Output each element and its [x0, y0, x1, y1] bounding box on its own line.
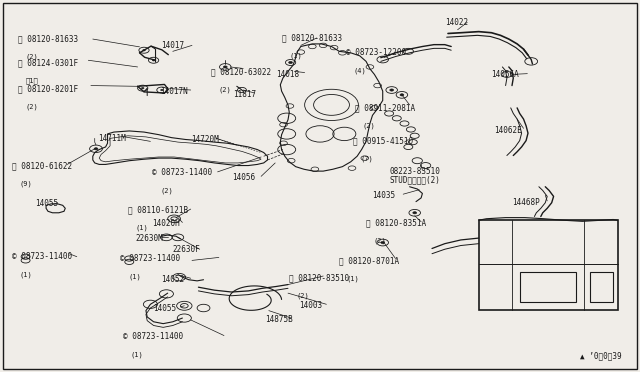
Text: (2): (2)	[374, 238, 387, 244]
Text: 14052: 14052	[161, 275, 184, 284]
Text: © 08723-12200: © 08723-12200	[346, 48, 406, 57]
Text: ▲ ’0：0：39: ▲ ’0：0：39	[580, 352, 622, 361]
Text: (9): (9)	[19, 180, 32, 187]
Circle shape	[413, 212, 417, 214]
Circle shape	[381, 241, 385, 244]
Text: 11817: 11817	[234, 90, 257, 99]
Text: 14720M: 14720M	[191, 135, 218, 144]
Text: (7): (7)	[361, 155, 374, 162]
Text: (4): (4)	[353, 67, 366, 74]
Text: Ⓝ 00915-41510: Ⓝ 00915-41510	[353, 136, 413, 145]
Text: 14017N: 14017N	[160, 87, 188, 96]
Text: Ⓑ 08120-8701A: Ⓑ 08120-8701A	[339, 256, 399, 265]
Text: 14018: 14018	[276, 70, 300, 79]
Text: 14468P: 14468P	[512, 198, 540, 207]
Text: 22630M: 22630M	[136, 234, 163, 243]
Circle shape	[161, 89, 163, 91]
Circle shape	[143, 49, 145, 51]
Circle shape	[289, 61, 292, 64]
Text: 14056: 14056	[232, 173, 255, 182]
Text: 14062E: 14062E	[494, 126, 522, 135]
Text: Ⓝ 08911-2081A: Ⓝ 08911-2081A	[355, 103, 415, 112]
Circle shape	[390, 89, 394, 91]
Text: 22630F: 22630F	[173, 246, 200, 254]
Text: STUDスタッド(2): STUDスタッド(2)	[389, 176, 440, 185]
Text: 08223-83510: 08223-83510	[389, 167, 440, 176]
Text: 14003: 14003	[300, 301, 323, 310]
Text: 14055: 14055	[154, 304, 177, 313]
Text: 14055: 14055	[35, 199, 58, 208]
Text: © 08723-11400: © 08723-11400	[152, 169, 212, 177]
Text: (1): (1)	[131, 351, 143, 358]
Circle shape	[400, 94, 404, 96]
Text: © 08723-11400: © 08723-11400	[120, 254, 180, 263]
Text: (1): (1)	[347, 275, 360, 282]
Text: (2): (2)	[363, 122, 376, 129]
Text: 14035: 14035	[372, 191, 396, 200]
Text: 14022: 14022	[445, 18, 468, 27]
Text: (1): (1)	[136, 225, 148, 231]
Text: 14711M: 14711M	[98, 134, 125, 143]
Text: (1): (1)	[128, 273, 141, 280]
Text: Ⓑ 08120-81633: Ⓑ 08120-81633	[282, 33, 342, 42]
Circle shape	[223, 66, 227, 68]
Text: Ⓑ 08120-8351A: Ⓑ 08120-8351A	[366, 219, 426, 228]
Text: 14020H: 14020H	[152, 219, 180, 228]
Text: Ⓑ 08120-83510: Ⓑ 08120-83510	[289, 274, 349, 283]
Text: Ⓑ 08120-61622: Ⓑ 08120-61622	[12, 161, 72, 170]
Text: Ⓑ 08120-63022: Ⓑ 08120-63022	[211, 67, 271, 76]
Text: （1）: （1）	[26, 78, 38, 84]
Text: (2): (2)	[219, 86, 232, 93]
Text: 14017: 14017	[161, 41, 184, 50]
Circle shape	[152, 60, 155, 61]
Text: © 08723-11400: © 08723-11400	[123, 332, 183, 341]
Text: Ⓑ 08110-6121B: Ⓑ 08110-6121B	[128, 206, 188, 215]
Text: (1): (1)	[289, 52, 302, 59]
Circle shape	[141, 87, 144, 89]
Text: © 08723-11400: © 08723-11400	[12, 252, 72, 261]
Circle shape	[94, 148, 98, 150]
Text: Ⓑ 08124-0301F: Ⓑ 08124-0301F	[18, 59, 78, 68]
Text: (2): (2)	[26, 103, 38, 110]
Text: (2): (2)	[160, 187, 173, 194]
Text: (1): (1)	[19, 271, 32, 278]
Text: Ⓑ 08120-81633: Ⓑ 08120-81633	[18, 35, 78, 44]
Text: 14056A: 14056A	[492, 70, 519, 79]
Text: (2): (2)	[26, 54, 38, 60]
Text: Ⓑ 08120-8201F: Ⓑ 08120-8201F	[18, 84, 78, 93]
Text: (2): (2)	[297, 293, 310, 299]
Text: 14875B: 14875B	[266, 315, 293, 324]
